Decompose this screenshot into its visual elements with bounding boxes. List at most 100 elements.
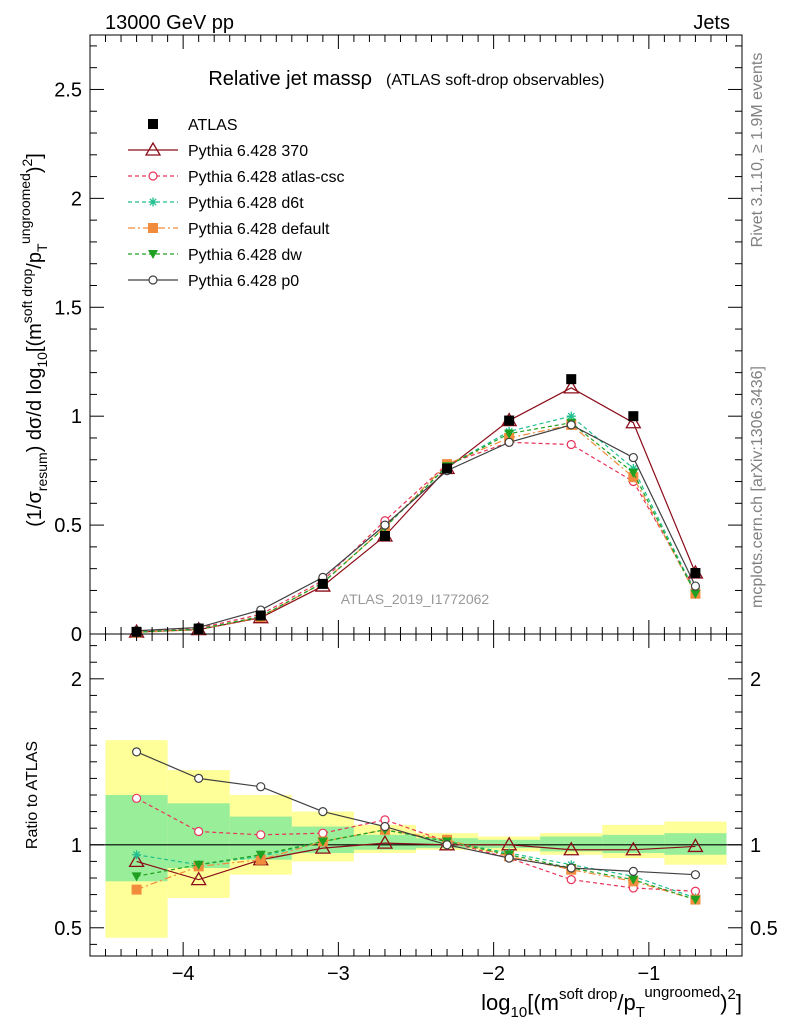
data-point-pythia-6-428-d6t	[628, 463, 638, 473]
main-panel: 0 0.5 1 1.5 2 2.5 Relative jet massρ (ATLAS s…	[17, 34, 743, 646]
data-point-pythia-6-428-p0	[628, 866, 638, 876]
data-point-atlas	[690, 568, 701, 579]
x-tick-label: −2	[482, 963, 505, 985]
data-point-pythia-6-428-atlas-csc	[131, 793, 142, 803]
data-point-pythia-6-428-default	[131, 884, 142, 895]
legend-marker-pythia-6-428-default	[148, 223, 158, 233]
series-line-pythia-6-428-p0	[136, 751, 696, 876]
data-point-pythia-6-428-atlas-csc	[256, 830, 266, 840]
series-line-pythia-6-428-d6t	[136, 829, 696, 899]
energy-label: 13000 GeV pp	[105, 12, 234, 34]
legend-label-pythia-6-428-p0: Pythia 6.428 p0	[188, 273, 299, 290]
data-point-pythia-6-428-dw	[690, 895, 701, 905]
ratio-y-tick-label-right: 0.5	[750, 918, 778, 940]
data-point-pythia-6-428-p0	[442, 840, 452, 850]
x-axis-label: log10[(msoft drop/pTungroomed)2]	[481, 984, 742, 1021]
data-point-pythia-6-428-p0	[380, 520, 390, 530]
data-point-pythia-6-428-p0	[504, 437, 514, 447]
legend-marker-pythia-6-428-dw	[148, 250, 158, 259]
data-point-pythia-6-428-atlas-csc	[566, 439, 576, 450]
series-line-pythia-6-428-p0	[136, 424, 696, 632]
data-point-atlas	[379, 530, 390, 541]
data-point-atlas	[566, 374, 577, 385]
ratio-y-tick-label: 2	[71, 669, 82, 691]
data-point-pythia-6-428-370	[563, 379, 580, 394]
x-tick-label: −1	[637, 963, 660, 985]
legend-label-pythia-6-428-370: Pythia 6.428 370	[188, 143, 308, 160]
legend-marker-pythia-6-428-atlas-csc	[148, 171, 158, 181]
data-point-pythia-6-428-p0	[318, 806, 328, 817]
ratio-plot-marks	[90, 740, 742, 938]
main-plot-marks	[128, 374, 704, 638]
series-line-pythia-6-428-370	[136, 842, 696, 881]
plot-title: Relative jet massρ	[208, 68, 372, 90]
series-line-pythia-6-428-dw	[136, 829, 696, 901]
data-point-pythia-6-428-370	[314, 839, 331, 854]
data-point-pythia-6-428-atlas-csc	[194, 826, 204, 837]
analysis-watermark: ATLAS_2019_I1772062	[341, 591, 490, 607]
svg-text:(1/σresum) dσ/d log10[(msoft d: (1/σresum) dσ/d log10[(msoft drop/pTungr…	[17, 153, 50, 527]
legend-label-pythia-6-428-d6t: Pythia 6.428 d6t	[188, 195, 304, 212]
data-point-atlas	[255, 610, 266, 621]
data-point-pythia-6-428-p0	[690, 870, 701, 880]
ratio-y-tick-label-right: 2	[750, 669, 761, 691]
data-point-pythia-6-428-p0	[504, 853, 514, 863]
ratio-axes: −4 −3 −2 −1 0.5 0.5 1 1 2 2	[54, 634, 778, 985]
legend-label-atlas: ATLAS	[188, 117, 238, 134]
legend: ATLAS Pythia 6.428 370 Pythia 6.428 atlas-…	[128, 117, 345, 290]
data-point-pythia-6-428-d6t	[566, 411, 576, 421]
series-line-pythia-6-428-atlas-csc	[136, 441, 696, 632]
data-point-pythia-6-428-p0	[566, 863, 576, 873]
legend-label-pythia-6-428-default: Pythia 6.428 default	[188, 221, 330, 238]
data-point-pythia-6-428-370	[190, 871, 207, 886]
data-point-pythia-6-428-atlas-csc	[318, 828, 328, 838]
data-point-pythia-6-428-370	[625, 841, 642, 856]
data-point-pythia-6-428-370	[376, 834, 394, 849]
data-point-atlas	[442, 463, 453, 474]
ratio-y-tick-label: 1	[71, 835, 82, 857]
stat-uncertainty-band-bin	[664, 833, 727, 855]
legend-label-pythia-6-428-dw: Pythia 6.428 dw	[188, 247, 302, 264]
ratio-y-tick-label-right: 1	[750, 835, 761, 857]
data-point-pythia-6-428-dw	[628, 875, 639, 885]
data-point-pythia-6-428-dw	[628, 468, 639, 478]
data-point-pythia-6-428-p0	[131, 747, 142, 757]
svg-text:log10[(msoft drop/pTungroomed): log10[(msoft drop/pTungroomed)2]	[481, 984, 742, 1021]
series-line-pythia-6-428-dw	[136, 422, 696, 633]
jets-label: Jets	[693, 12, 730, 34]
data-point-pythia-6-428-atlas-csc	[566, 875, 576, 885]
data-point-pythia-6-428-p0	[566, 420, 576, 430]
rivet-label: Rivet 3.1.10, ≥ 1.9M events	[749, 53, 766, 248]
y-tick-label: 1.5	[54, 297, 82, 319]
data-point-atlas	[317, 578, 328, 589]
y-tick-label: 0.5	[54, 515, 82, 537]
data-point-pythia-6-428-p0	[256, 782, 266, 792]
data-point-pythia-6-428-dw	[131, 872, 142, 882]
legend-marker-pythia-6-428-370	[144, 141, 162, 156]
x-tick-label: −3	[327, 963, 350, 985]
data-point-pythia-6-428-dw	[317, 837, 328, 847]
series-line-pythia-6-428-default	[136, 829, 696, 901]
ratio-y-tick-label: 0.5	[54, 918, 82, 940]
legend-marker-pythia-6-428-p0	[148, 275, 158, 285]
stat-uncertainty-band-bin	[478, 839, 541, 849]
data-point-pythia-6-428-370	[687, 838, 704, 853]
data-point-pythia-6-428-dw	[690, 589, 701, 599]
series-line-pythia-6-428-atlas-csc	[136, 797, 696, 892]
y-tick-label: 1	[71, 406, 82, 428]
y-tick-label: 2.5	[54, 79, 82, 101]
data-point-pythia-6-428-p0	[194, 773, 204, 784]
data-point-pythia-6-428-dw	[193, 860, 204, 870]
ratio-panel: −4 −3 −2 −1 0.5 0.5 1 1 2 2 Ratio to ATLAS log10[…	[24, 633, 778, 1021]
x-tick-label: −4	[172, 963, 195, 985]
data-point-atlas	[628, 411, 639, 422]
data-point-pythia-6-428-d6t	[132, 850, 142, 860]
data-point-pythia-6-428-dw	[504, 429, 515, 439]
data-point-pythia-6-428-p0	[380, 821, 390, 832]
data-point-pythia-6-428-dw	[255, 850, 266, 860]
data-point-pythia-6-428-p0	[628, 452, 638, 463]
data-point-pythia-6-428-370	[563, 841, 580, 856]
legend-marker-atlas	[148, 119, 158, 129]
legend-label-pythia-6-428-atlas-csc: Pythia 6.428 atlas-csc	[188, 169, 345, 186]
